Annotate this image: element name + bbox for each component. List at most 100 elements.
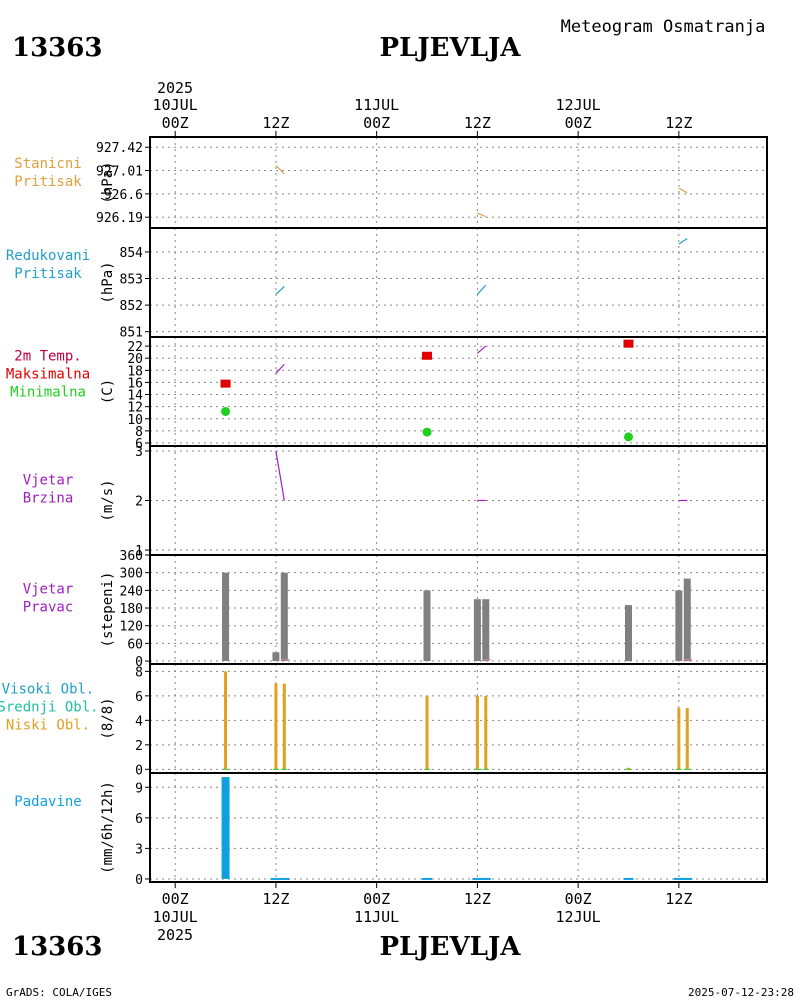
panel-frame	[149, 554, 768, 665]
panel-title-line: Stanicni	[14, 156, 81, 172]
top-hour-label: 00Z	[162, 114, 189, 132]
y-tick-label: 120	[120, 620, 143, 635]
y-tick-label: 8	[135, 425, 143, 440]
y-tick-label: 3	[135, 842, 143, 857]
panel-title-line: Minimalna	[10, 385, 86, 401]
cloud-bar	[484, 695, 488, 770]
y-tick-label: 240	[120, 584, 143, 599]
y-tick-label: 853	[120, 273, 143, 288]
series-segment	[275, 450, 285, 501]
timestamp-label: 2025-07-12-23:28	[688, 986, 794, 999]
top-date-label: 10JUL	[153, 96, 198, 114]
top-hour-label: 00Z	[565, 114, 592, 132]
station-id-top: 13363	[12, 33, 102, 63]
bottom-hour-label: 00Z	[162, 890, 189, 908]
panel-title-line: Pravac	[23, 600, 74, 616]
y-tick-label: 6	[135, 690, 143, 705]
series-segment	[477, 212, 487, 218]
station-id-bottom: 13363	[12, 932, 102, 962]
wind-dir-bar	[675, 590, 683, 662]
panel-title-line: Padavine	[14, 794, 81, 810]
top-hour-label: 12Z	[665, 114, 692, 132]
bottom-date-label: 12JUL	[556, 908, 601, 926]
bottom-hour-label: 00Z	[565, 890, 592, 908]
panel-title-line: Brzina	[23, 491, 74, 507]
cloud-bar	[475, 695, 479, 770]
precip-bar	[279, 877, 290, 880]
cloud-bar	[274, 683, 278, 770]
wind-dir-bar	[683, 578, 691, 662]
top-hour-label: 12Z	[262, 114, 289, 132]
wind-dir-bar	[423, 590, 431, 662]
panel-title-line: Srednji Obl.	[0, 700, 99, 716]
y-tick-label: 8	[135, 665, 143, 680]
panel-title-line: Vjetar	[23, 582, 74, 598]
panel-station-pressure: 926.19 926.6 927.01 927.42 Stanicni Pritisak (…	[14, 136, 768, 229]
series-segment	[275, 165, 285, 175]
panel-frame	[149, 663, 768, 774]
panel-frame	[149, 136, 768, 229]
panel-ylabel: (m/s)	[100, 479, 116, 521]
panel-title-line: 2m Temp.	[14, 349, 81, 365]
panel-ylabel: (hPa)	[100, 261, 116, 303]
y-tick-label: 2	[135, 495, 143, 510]
wind-dir-bar	[222, 572, 230, 662]
top-date-label: 12JUL	[556, 96, 601, 114]
bottom-hour-label: 00Z	[363, 890, 390, 908]
bottom-date-label: 11JUL	[354, 908, 399, 926]
panel-reduced-pressure: 851 852 853 854 Redukovani Pritisak (hPa)	[6, 227, 768, 341]
top-hour-label: 00Z	[363, 114, 390, 132]
y-tick-label: 16	[127, 376, 143, 391]
product-title: Meteogram Osmatranja	[561, 17, 766, 37]
y-tick-label: 926.19	[96, 211, 143, 226]
panel-title-line: Redukovani	[6, 248, 90, 264]
series-segment	[476, 345, 487, 354]
y-tick-label: 300	[120, 567, 143, 582]
cloud-bar	[677, 708, 681, 770]
y-tick-label: 854	[120, 246, 144, 261]
credit-label: GrADS: COLA/IGES	[6, 986, 112, 999]
tmin-marker	[221, 406, 231, 416]
series-segment	[275, 363, 285, 374]
series-segment	[678, 187, 688, 194]
tmin-marker	[422, 427, 432, 437]
precip-bar	[682, 877, 693, 880]
y-tick-label: 2	[135, 739, 143, 754]
tmax-marker	[623, 339, 634, 348]
panel-ylabel: (C)	[100, 379, 116, 404]
y-tick-label: 18	[127, 364, 143, 379]
wind-dir-bar	[624, 605, 632, 662]
y-tick-label: 20	[127, 352, 143, 367]
y-tick-label: 0	[135, 655, 143, 670]
cloud-bar	[425, 695, 429, 770]
y-tick-label: 6	[135, 437, 143, 452]
tmax-marker	[422, 351, 433, 360]
panel-title-line: Vjetar	[23, 473, 74, 489]
precip-bar	[270, 877, 281, 880]
precip-bar	[623, 877, 634, 880]
panel-frame	[149, 445, 768, 556]
series-segment	[275, 286, 285, 295]
tmin-marker	[623, 432, 633, 442]
y-tick-label: 927.01	[96, 165, 143, 180]
y-tick-label: 0	[135, 873, 143, 888]
y-tick-label: 22	[127, 340, 143, 355]
y-tick-label: 10	[127, 413, 143, 428]
wind-dir-bar	[272, 652, 280, 662]
panel-frame	[149, 336, 768, 447]
precip-bar	[472, 877, 483, 880]
bottom-hour-label: 12Z	[262, 890, 289, 908]
panel-wind-speed: 1 2 3 Vjetar Brzina (m/s)	[23, 445, 768, 559]
panel-wind-direction: 0 60 120 180 240 300 360 Vjetar Pravac (stepeni)	[23, 549, 768, 670]
wind-dir-bar	[482, 599, 490, 662]
y-tick-label: 180	[120, 602, 143, 617]
panel-frame	[149, 227, 768, 338]
y-tick-label: 9	[135, 781, 143, 796]
panel-cloud-cover: 0 2 4 6 8 Visoki Obl. Srednji Obl. Niski Obl. (8…	[0, 663, 768, 778]
series-segment	[476, 284, 487, 295]
wind-dir-bar	[280, 572, 288, 662]
panel-precipitation: 0 3 6 9 Padavine (mm/6h/12h)	[14, 772, 768, 888]
